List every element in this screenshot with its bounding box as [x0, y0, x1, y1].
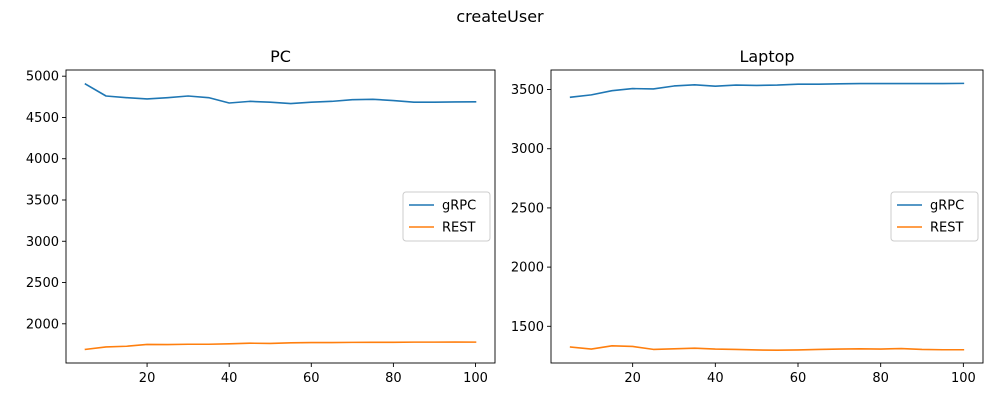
- series-line-rest: [84, 341, 477, 351]
- plot-frame: [65, 69, 496, 364]
- y-tick-label: 2500: [511, 201, 544, 216]
- series-line-rest: [569, 345, 965, 352]
- y-tick-label: 4500: [26, 111, 59, 126]
- y-tick-label: 5000: [26, 70, 59, 85]
- subplot-title: PC: [270, 47, 291, 66]
- legend-label-rest: REST: [442, 221, 475, 236]
- y-tick-label: 3500: [511, 83, 544, 98]
- legend-label-rest: REST: [930, 221, 963, 236]
- series-line-grpc: [84, 82, 477, 105]
- y-tick-label: 1500: [511, 320, 544, 335]
- x-tick-label: 20: [624, 371, 641, 386]
- x-tick-label: 100: [463, 371, 488, 386]
- subplot-laptop: Laptop 20 40 60 80 100 1500 2000 2500 3000 3500 gRP…: [511, 47, 984, 386]
- figure-title: createUser: [456, 7, 544, 26]
- plot-frame: [550, 69, 984, 364]
- subplot-title: Laptop: [739, 47, 794, 66]
- y-tick-label: 3000: [26, 235, 59, 250]
- x-tick-label: 80: [385, 371, 402, 386]
- x-tick-label: 80: [872, 371, 889, 386]
- x-tick-label: 60: [790, 371, 807, 386]
- y-tick-label: 4000: [26, 152, 59, 167]
- subplot-pc: PC 20 40 60 80 100 2000 2500 3000 3500 4000 4500 500…: [26, 47, 496, 386]
- y-tick-label: 3500: [26, 193, 59, 208]
- y-tick-label: 2500: [26, 276, 59, 291]
- y-tick-label: 2000: [511, 261, 544, 276]
- x-tick-label: 60: [303, 371, 320, 386]
- x-tick-label: 100: [951, 371, 976, 386]
- series-line-grpc: [569, 82, 965, 99]
- x-tick-label: 20: [139, 371, 156, 386]
- y-tick-label: 2000: [26, 317, 59, 332]
- x-tick-label: 40: [221, 371, 238, 386]
- legend-label-grpc: gRPC: [442, 199, 476, 214]
- legend-label-grpc: gRPC: [930, 199, 964, 214]
- x-tick-label: 40: [707, 371, 724, 386]
- y-tick-label: 3000: [511, 142, 544, 157]
